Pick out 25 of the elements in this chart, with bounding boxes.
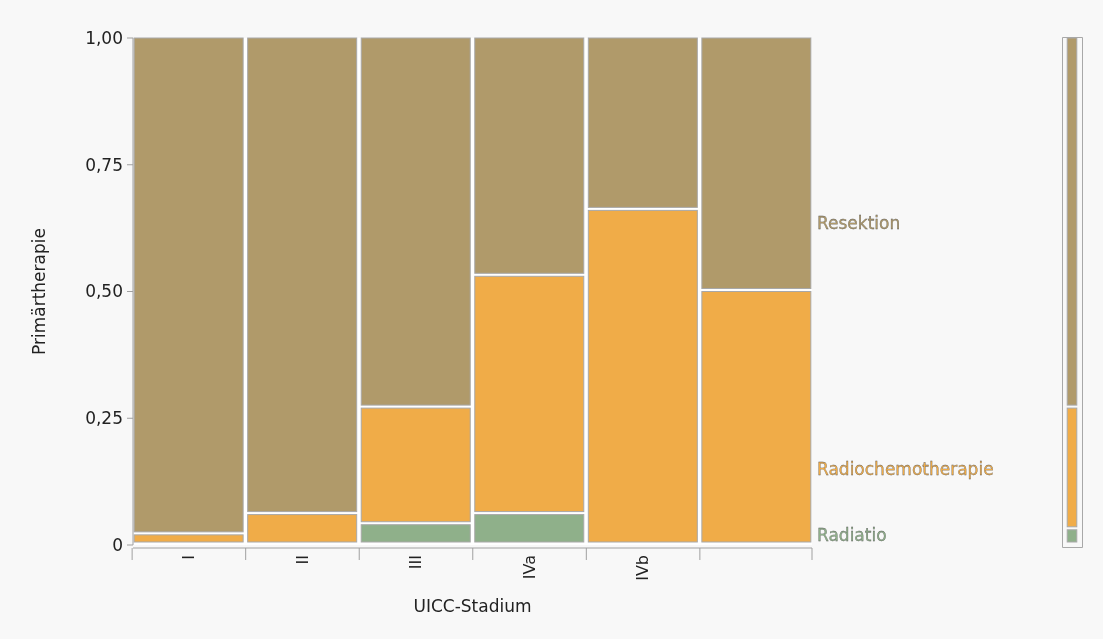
x-tick-label: III (406, 555, 426, 570)
bar (474, 37, 585, 274)
y-tick-label: 0 (112, 534, 123, 555)
series-label: Radiochemotherapie (817, 458, 994, 479)
x-tick-label: I (179, 555, 199, 560)
bar (474, 514, 585, 543)
y-tick-label: 0,75 (85, 154, 123, 175)
bar (360, 524, 471, 543)
y-axis-title: Primärtherapie (29, 228, 49, 355)
x-tick-label: IVb (633, 555, 653, 581)
x-axis-title: UICC-Stadium (413, 596, 532, 616)
y-tick-label: 0,50 (85, 281, 123, 302)
bar (474, 275, 585, 513)
x-tick-label: II (292, 555, 312, 565)
x-tick-label: IVa (519, 555, 539, 580)
bar (587, 209, 698, 543)
y-tick-label: 0,25 (85, 408, 123, 429)
bar (247, 37, 358, 513)
bar (701, 291, 812, 543)
bar (701, 37, 812, 289)
y-tick-label: 1,00 (85, 27, 123, 48)
bar (587, 37, 698, 208)
text: Radiatio (817, 524, 887, 545)
bar (247, 514, 358, 543)
series-label: Resektion (817, 213, 901, 233)
